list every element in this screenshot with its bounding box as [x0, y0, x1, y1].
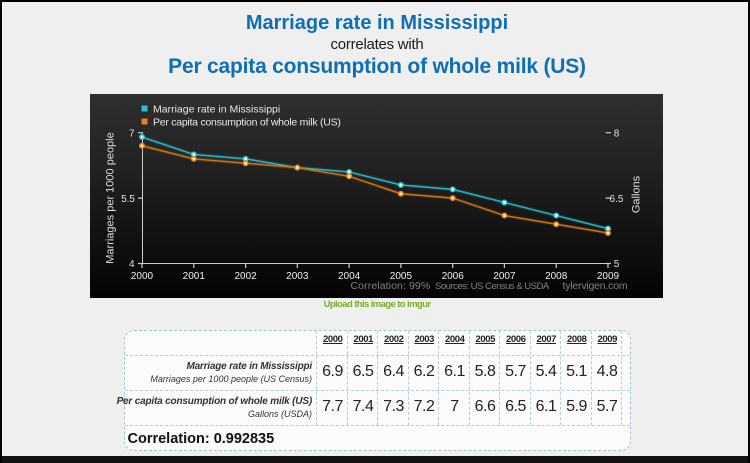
svg-text:7: 7 — [129, 128, 135, 139]
svg-text:2005: 2005 — [390, 271, 413, 282]
svg-text:2006: 2006 — [442, 271, 465, 282]
svg-text:Per capita consumption of whol: Per capita consumption of whole milk (US… — [153, 117, 341, 129]
svg-text:tylervigen.com: tylervigen.com — [563, 280, 628, 292]
svg-text:2008: 2008 — [545, 271, 568, 282]
svg-text:Marriage rate in Mississippi: Marriage rate in Mississippi — [153, 104, 280, 116]
svg-text:8: 8 — [614, 128, 620, 139]
svg-text:Marriages per 1000 people: Marriages per 1000 people — [105, 132, 117, 263]
svg-text:Gallons: Gallons — [631, 175, 643, 213]
svg-text:2000: 2000 — [131, 271, 154, 282]
svg-text:5.5: 5.5 — [121, 194, 135, 205]
svg-text:2004: 2004 — [338, 271, 361, 282]
svg-text:2009: 2009 — [597, 271, 620, 282]
svg-text:4: 4 — [129, 259, 135, 270]
svg-text:Correlation: 99%: Correlation: 99% — [351, 280, 431, 292]
svg-text:2003: 2003 — [286, 271, 309, 282]
svg-text:5: 5 — [614, 259, 620, 270]
svg-text:Sources: US Census & USDA: Sources: US Census & USDA — [435, 281, 550, 292]
svg-text:6.5: 6.5 — [610, 194, 624, 205]
svg-text:2002: 2002 — [234, 271, 257, 282]
svg-text:2001: 2001 — [183, 271, 206, 282]
svg-text:2007: 2007 — [493, 271, 516, 282]
